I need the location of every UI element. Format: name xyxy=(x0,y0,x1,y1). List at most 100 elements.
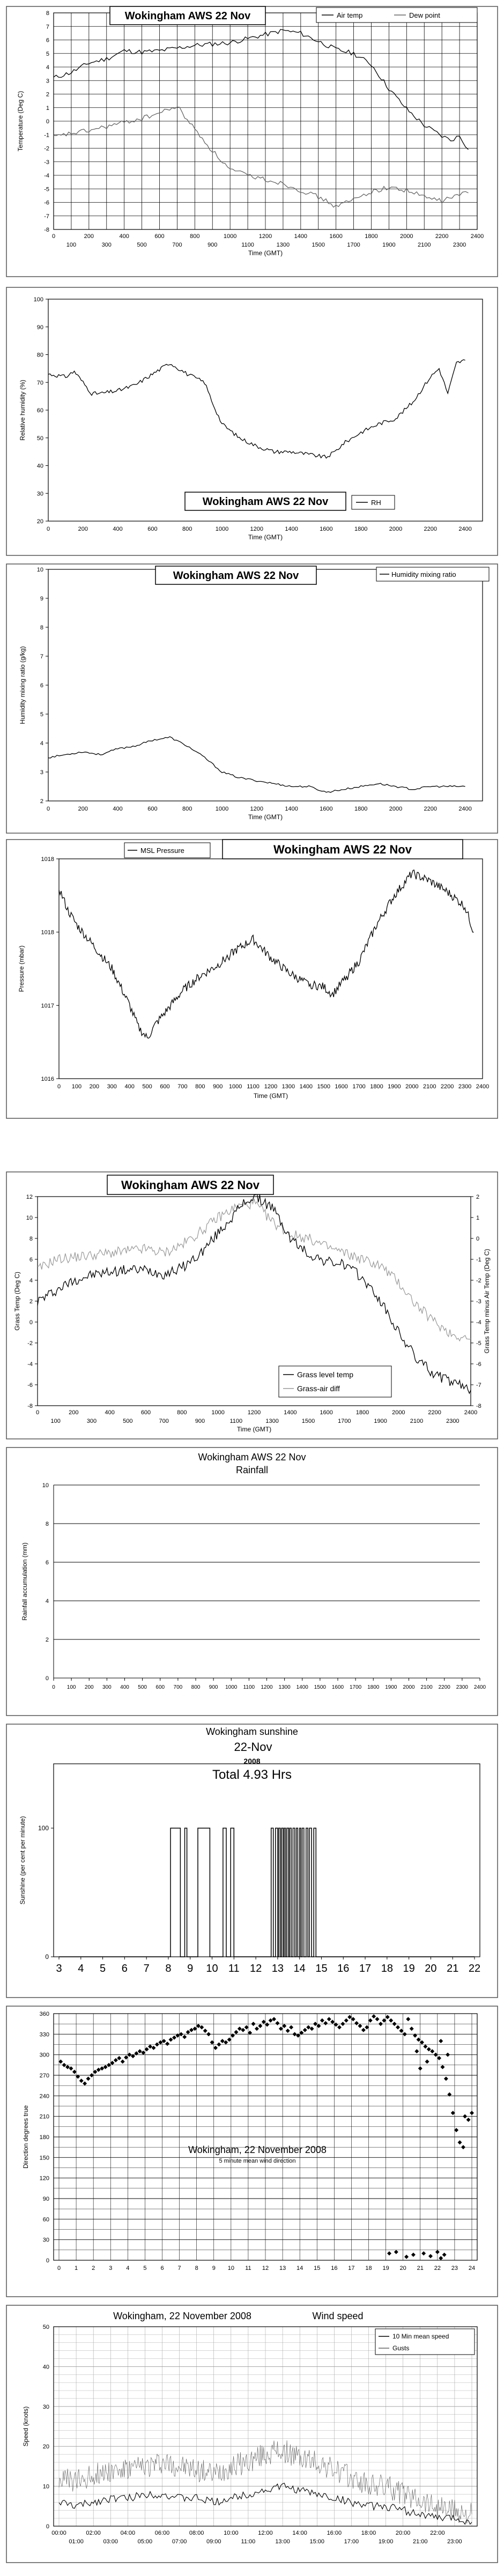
x-tick-label: 18:00 xyxy=(361,2530,376,2536)
x-tick-label: 600 xyxy=(155,1684,165,1690)
scatter-point xyxy=(428,2254,433,2259)
x-tick-label: 1500 xyxy=(314,1684,327,1690)
y-tick-label: 2 xyxy=(40,798,43,805)
y-tick-label: -7 xyxy=(44,213,49,220)
y-tick-label: -1 xyxy=(44,132,49,138)
x-tick-label: 2100 xyxy=(410,1418,423,1424)
scatter-point xyxy=(206,2032,211,2037)
x-tick-label: 1600 xyxy=(332,1684,344,1690)
y-tick-label: 60 xyxy=(43,2216,49,2223)
x-tick-label: 15 xyxy=(314,2265,320,2271)
legend-inline: Air temp Dew point xyxy=(316,7,478,23)
scatter-point xyxy=(430,2049,435,2054)
scatter-point xyxy=(416,2037,421,2042)
y-tick-label: 1018 xyxy=(41,856,54,863)
x-tick-label: 16 xyxy=(331,2265,337,2271)
y-tick-label: 5 xyxy=(46,51,49,57)
scatter-point xyxy=(165,2042,170,2046)
x-tick-label: 22 xyxy=(434,2265,441,2271)
scatter-point xyxy=(426,2047,431,2052)
x-tick-label: 100 xyxy=(67,1684,76,1690)
x-tick-label: 1100 xyxy=(230,1418,243,1424)
y-tick-label: 30 xyxy=(43,2404,49,2410)
x-tick-label: 700 xyxy=(172,242,182,248)
x-tick-label: 1400 xyxy=(285,526,298,532)
scatter-point xyxy=(402,2032,407,2037)
panel-frame xyxy=(6,6,498,277)
x-tick-label: 12 xyxy=(250,1963,262,1974)
y-tick-label: 210 xyxy=(40,2114,49,2120)
scatter-point xyxy=(83,2081,87,2086)
y-tick-label: 80 xyxy=(37,352,43,359)
y-axis-label: Rainfall accumulation (mm) xyxy=(21,1542,28,1620)
chart-note-year: 2008 xyxy=(243,1757,260,1765)
scatter-point xyxy=(130,2054,135,2059)
x-tick-label: 04:00 xyxy=(121,2530,136,2536)
x-tick-label: 1600 xyxy=(329,233,342,240)
x-tick-label: 0 xyxy=(52,233,55,240)
x-tick-label: 100 xyxy=(72,1083,81,1090)
y-axis-label: Grass Temp (Deg C) xyxy=(13,1272,21,1331)
scatter-point xyxy=(161,2039,166,2044)
x-tick-label: 400 xyxy=(124,1083,134,1090)
x-tick-label: 1400 xyxy=(294,233,307,240)
x-tick-label: 400 xyxy=(119,233,129,240)
x-tick-label: 1200 xyxy=(250,806,263,812)
x-tick-label: 3 xyxy=(109,2265,112,2271)
scatter-point xyxy=(182,2035,187,2039)
x-tick-label: 200 xyxy=(90,1083,99,1090)
x-tick-label: 4 xyxy=(78,1963,84,1974)
y-tick-label: 0 xyxy=(29,1319,33,1326)
y-tick-label: 50 xyxy=(43,2324,49,2330)
x-tick-label: 18 xyxy=(381,1963,393,1974)
plot-area xyxy=(53,2013,478,2261)
x-tick-label: 1900 xyxy=(374,1418,387,1424)
y-tick-label: 3 xyxy=(46,78,49,84)
scatter-point xyxy=(141,2050,146,2055)
x-tick-label: 2200 xyxy=(439,1684,451,1690)
x-tick-label: 800 xyxy=(195,1083,205,1090)
x-tick-label: 300 xyxy=(87,1418,97,1424)
scatter-point xyxy=(450,2111,455,2115)
chart-title: Wokingham AWS 22 Nov xyxy=(173,570,299,582)
x-tick-label: 11 xyxy=(228,1963,240,1974)
x-tick-label: 1900 xyxy=(385,1684,397,1690)
scatter-point xyxy=(295,2033,300,2038)
x-tick-label: 600 xyxy=(160,1083,169,1090)
x-tick-label: 1200 xyxy=(259,233,272,240)
x-tick-label: 8 xyxy=(195,2265,198,2271)
chart-title: Wokingham AWS 22 Nov xyxy=(198,1452,306,1463)
x-tick-label: 10 xyxy=(228,2265,234,2271)
scatter-point xyxy=(282,2024,287,2028)
y-tick-label: 70 xyxy=(37,380,43,386)
series-line-grass-temp xyxy=(37,1192,471,1394)
y2-tick-label: 1 xyxy=(476,1215,479,1221)
scatter-point xyxy=(203,2028,207,2033)
x-tick-label: 2400 xyxy=(471,233,484,240)
y-tick-label: 60 xyxy=(37,407,43,414)
y-tick-label: 0 xyxy=(46,2258,49,2264)
scatter-point xyxy=(327,2017,331,2022)
x-tick-label: 600 xyxy=(154,233,164,240)
scatter-point xyxy=(439,2039,443,2044)
scatter-point xyxy=(347,2015,352,2020)
x-tick-label: 2200 xyxy=(428,1409,441,1416)
x-tick-label: 02:00 xyxy=(86,2530,101,2536)
panel-frame xyxy=(6,1171,498,1439)
x-tick-label: 800 xyxy=(190,233,199,240)
x-tick-label: 1400 xyxy=(284,1409,297,1416)
y-tick-label: -3 xyxy=(44,159,49,166)
x-tick-label: 20:00 xyxy=(396,2530,411,2536)
x-tick-label: 1200 xyxy=(261,1684,273,1690)
x-tick-label: 13 xyxy=(272,1963,284,1974)
x-tick-label: 800 xyxy=(182,806,192,812)
scatter-point xyxy=(261,2020,266,2024)
scatter-point xyxy=(378,2022,383,2026)
y-axis-label: Sunshine (per cent per minute) xyxy=(19,1816,26,1905)
scatter-point xyxy=(320,2018,324,2023)
series-line-grass-air-diff xyxy=(37,1198,471,1342)
chart-subtitle: Rainfall xyxy=(236,1465,268,1475)
x-tick-label: 900 xyxy=(209,1684,218,1690)
x-tick-label: 400 xyxy=(113,526,122,532)
y-axis-label: Temperature (Deg C) xyxy=(17,91,24,152)
